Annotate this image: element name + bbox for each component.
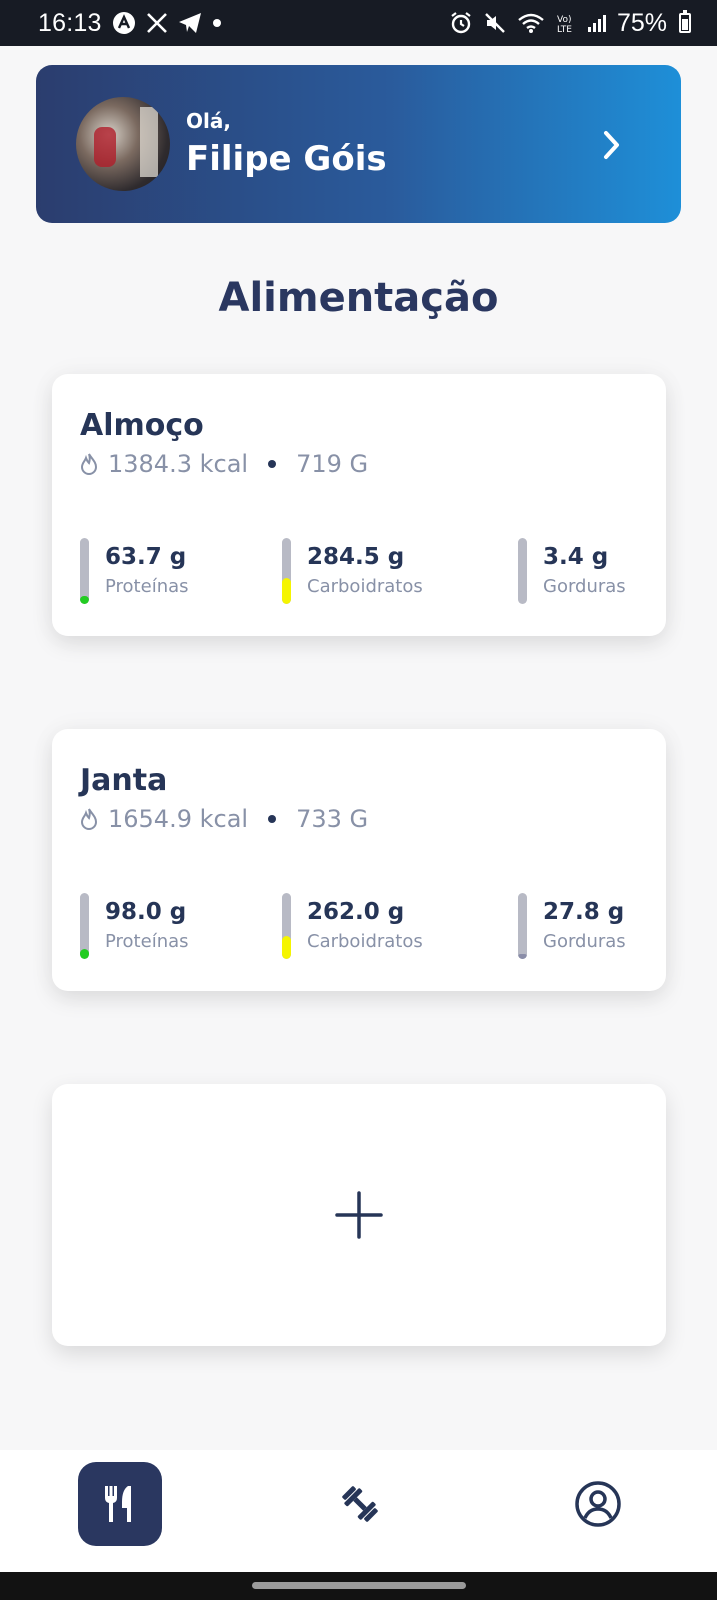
macro-bar-fill: [518, 953, 527, 959]
separator-dot: [268, 460, 277, 468]
app-notification-icon: [112, 11, 136, 35]
macro-value: 98.0 g: [105, 899, 187, 925]
macro-carbs: 262.0 g Carboidratos: [282, 893, 423, 959]
macro-label: Gorduras: [543, 576, 626, 597]
status-time: 16:13: [38, 8, 102, 37]
status-right: Vo) LTE 75%: [449, 9, 691, 38]
avatar: [76, 97, 170, 191]
macro-value: 284.5 g: [307, 544, 405, 570]
svg-text:LTE: LTE: [557, 25, 572, 34]
nav-workout[interactable]: [318, 1462, 402, 1546]
macro-bar: [282, 893, 291, 959]
bottom-nav: [0, 1450, 717, 1572]
home-gesture-pill[interactable]: [252, 1582, 466, 1589]
greeting: Olá, Filipe Góis: [186, 109, 387, 179]
meal-weight: 733 G: [296, 805, 369, 833]
macro-label: Carboidratos: [307, 576, 423, 597]
gesture-area: [0, 1572, 717, 1600]
meal-stats: 1654.9 kcal 733 G: [80, 805, 368, 833]
svg-text:Vo): Vo): [557, 15, 571, 25]
battery-icon: [679, 10, 691, 33]
dot-icon: [212, 18, 222, 28]
telegram-icon: [178, 12, 202, 34]
user-name: Filipe Góis: [186, 139, 387, 179]
nav-profile[interactable]: [556, 1462, 640, 1546]
battery-percent: 75%: [616, 8, 667, 37]
flame-icon: [80, 453, 98, 475]
macro-bar-fill: [282, 577, 291, 604]
macro-bar: [80, 538, 89, 604]
macro-protein: 63.7 g Proteínas: [80, 538, 189, 604]
dumbbell-icon: [342, 1486, 378, 1522]
plus-icon: [335, 1191, 383, 1239]
volte-icon: Vo) LTE: [555, 12, 577, 34]
meal-kcal: 1384.3 kcal: [108, 450, 249, 478]
macro-fat: 27.8 g Gorduras: [518, 893, 626, 959]
meal-weight: 719 G: [296, 450, 369, 478]
page-title: Alimentação: [218, 275, 499, 321]
user-circle-icon: [575, 1481, 621, 1527]
macro-value: 262.0 g: [307, 899, 405, 925]
status-left: 16:13: [38, 9, 222, 38]
macro-bar: [518, 538, 527, 604]
macro-label: Proteínas: [105, 576, 189, 597]
meal-card[interactable]: Almoço 1384.3 kcal 719 G 63.7 g Proteína…: [52, 374, 666, 636]
meal-card[interactable]: Janta 1654.9 kcal 733 G 98.0 g Proteínas…: [52, 729, 666, 991]
macro-bar-fill: [80, 949, 89, 959]
macro-label: Proteínas: [105, 931, 189, 952]
meal-kcal: 1654.9 kcal: [108, 805, 249, 833]
macro-label: Carboidratos: [307, 931, 423, 952]
greeting-text: Olá,: [186, 109, 231, 133]
macro-value: 27.8 g: [543, 899, 625, 925]
wifi-icon: [517, 12, 545, 34]
meal-stats: 1384.3 kcal 719 G: [80, 450, 368, 478]
macro-bar: [80, 893, 89, 959]
status-bar: 16:13 Vo) LTE 75%: [0, 0, 717, 46]
macro-protein: 98.0 g Proteínas: [80, 893, 189, 959]
macro-bar: [518, 893, 527, 959]
signal-icon: [587, 13, 607, 33]
flame-icon: [80, 808, 98, 830]
macro-fat: 3.4 g Gorduras: [518, 538, 626, 604]
add-meal-button[interactable]: [52, 1084, 666, 1346]
macro-carbs: 284.5 g Carboidratos: [282, 538, 423, 604]
profile-card[interactable]: Olá, Filipe Góis: [36, 65, 681, 223]
meal-name: Janta: [80, 763, 168, 798]
x-icon: [146, 12, 168, 34]
alarm-icon: [449, 11, 473, 35]
chevron-right-icon[interactable]: [601, 127, 623, 163]
macro-value: 63.7 g: [105, 544, 187, 570]
mute-icon: [483, 11, 507, 35]
macro-bar: [282, 538, 291, 604]
macro-label: Gorduras: [543, 931, 626, 952]
macro-bar-fill: [282, 935, 291, 959]
meal-name: Almoço: [80, 408, 204, 443]
macro-bar-fill: [80, 596, 89, 604]
fork-knife-icon: [105, 1486, 131, 1522]
separator-dot: [268, 815, 277, 823]
nav-food[interactable]: [78, 1462, 162, 1546]
macro-value: 3.4 g: [543, 544, 609, 570]
